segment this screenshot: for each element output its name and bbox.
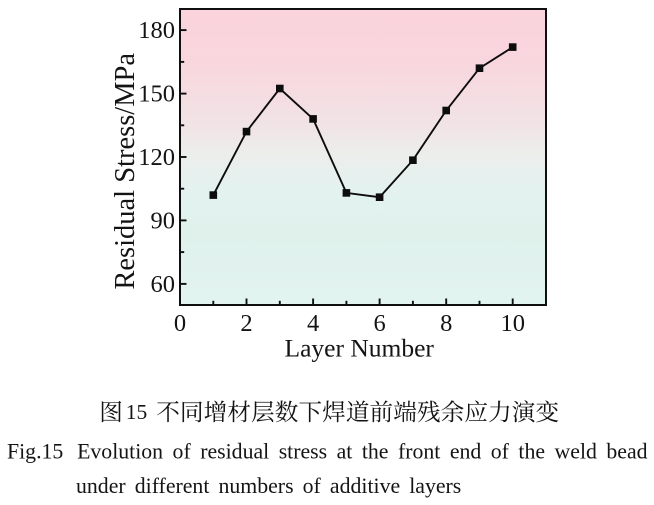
svg-text:Residual Stress/MPa: Residual Stress/MPa: [110, 53, 141, 290]
svg-text:8: 8: [440, 310, 452, 337]
svg-text:90: 90: [151, 208, 176, 235]
svg-text:120: 120: [138, 144, 175, 171]
svg-text:10: 10: [500, 310, 525, 337]
svg-text:150: 150: [138, 81, 175, 108]
svg-text:15: 15: [126, 400, 148, 424]
svg-text:Evolution of residual stress a: Evolution of residual stress at the fron…: [77, 440, 648, 464]
svg-text:Fig.15: Fig.15: [7, 440, 63, 464]
svg-text:under different numbers of add: under different numbers of additive laye…: [76, 474, 461, 498]
svg-text:Layer Number: Layer Number: [285, 333, 435, 362]
svg-text:4: 4: [307, 310, 319, 337]
svg-text:0: 0: [174, 310, 186, 337]
svg-text:180: 180: [138, 17, 175, 44]
svg-text:6: 6: [373, 310, 385, 337]
svg-text:60: 60: [151, 271, 176, 298]
svg-text:2: 2: [240, 310, 252, 337]
